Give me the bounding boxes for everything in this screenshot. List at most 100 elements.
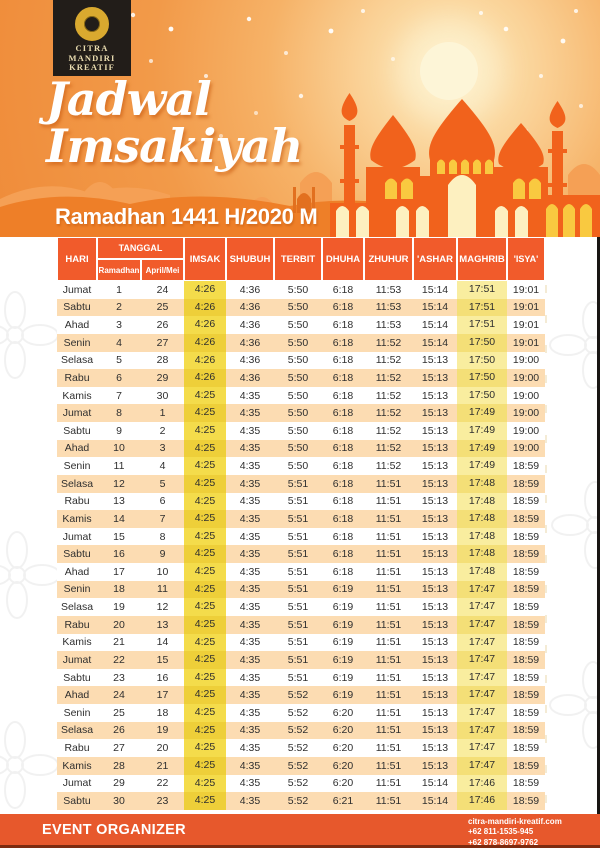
table-row: Selasa 5 28 4:26 4:36 5:50 6:18 11:52 15:13 17:50… [57,351,545,370]
ramadhan-date-cell: 16 [113,548,125,561]
april-mei-date-cell: 12 [156,601,169,614]
april-mei-date-cell: 21 [156,759,169,772]
dhuha-cell: 6:18 [332,512,354,525]
imsak-cell: 4:25 [184,633,226,652]
shubuh-cell: 4:36 [239,336,261,349]
shubuh-cell: 4:35 [239,460,261,473]
april-mei-date-cell: 15 [156,653,169,666]
shubuh-cell: 4:36 [239,319,261,332]
ashar-cell: 15:13 [421,407,449,420]
shubuh-cell: 4:36 [239,301,261,314]
zhuhur-cell: 11:51 [375,477,402,490]
terbit-cell: 5:51 [287,671,309,684]
dhuha-cell: 6:19 [332,583,354,596]
april-mei-date-cell: 22 [156,777,169,790]
april-mei-date-cell: 18 [156,706,169,719]
april-mei-date-cell: 9 [159,548,166,561]
shubuh-cell: 4:35 [239,618,261,631]
day-cell: Kamis [62,512,92,525]
isya-cell: 18:59 [512,724,540,737]
day-cell: Sabtu [63,424,91,437]
table-row: Jumat 15 8 4:25 4:35 5:51 6:18 11:51 15:13 17:48 1… [57,527,545,546]
april-mei-date-cell: 29 [156,371,169,384]
period-banner: Ramadhan 1441 H/2020 M [55,204,318,229]
maghrib-cell: 17:48 [457,510,507,528]
logo-line-2: MANDIRI [68,52,116,63]
terbit-cell: 5:50 [287,424,309,437]
isya-cell: 18:59 [512,618,540,631]
isya-cell: 19:00 [512,389,540,402]
zhuhur-cell: 11:51 [375,794,402,807]
shubuh-cell: 4:35 [239,601,261,614]
isya-cell: 18:59 [512,794,540,807]
dhuha-cell: 6:20 [332,777,354,790]
zhuhur-cell: 11:51 [375,636,402,649]
ramadhan-date-cell: 18 [113,583,125,596]
maghrib-cell: 17:49 [457,457,507,475]
shubuh-cell: 4:35 [239,530,261,543]
table-row: Senin 18 11 4:25 4:35 5:51 6:19 11:51 15:13 17:47… [57,580,545,599]
zhuhur-cell: 11:51 [375,653,402,666]
dhuha-cell: 6:20 [332,706,354,719]
header-zhuhur: ZHUHUR [364,237,413,281]
dhuha-cell: 6:21 [332,794,354,807]
imsak-cell: 4:25 [184,704,226,722]
terbit-cell: 5:51 [287,583,309,596]
ramadhan-date-cell: 23 [113,671,125,684]
table-header: HARI TANGGAL Ramadhan April/Mei IMSAK SH… [57,237,545,281]
zhuhur-cell: 11:51 [375,759,402,772]
terbit-cell: 5:52 [287,742,309,755]
day-cell: Senin [63,460,91,473]
day-cell: Selasa [60,724,94,737]
ramadhan-date-cell: 1 [116,283,122,296]
ashar-cell: 15:13 [421,706,449,719]
ramadhan-date-cell: 29 [113,777,125,790]
imsak-cell: 4:25 [184,492,226,511]
imsak-cell: 4:25 [184,668,226,687]
zhuhur-cell: 11:51 [375,706,402,719]
isya-cell: 18:59 [512,689,540,702]
dhuha-cell: 6:18 [332,283,354,296]
shubuh-cell: 4:36 [239,371,261,384]
shubuh-cell: 4:35 [239,389,261,402]
imsak-cell: 4:25 [184,792,226,810]
shubuh-cell: 4:36 [239,354,261,367]
dhuha-cell: 6:19 [332,689,354,702]
maghrib-cell: 17:49 [457,422,507,440]
day-cell: Rabu [64,618,90,631]
imsak-cell: 4:25 [184,563,226,581]
isya-cell: 18:59 [512,777,540,790]
imsak-cell: 4:25 [184,651,226,669]
imsak-cell: 4:26 [184,369,226,387]
dhuha-cell: 6:18 [332,407,354,420]
ramadhan-date-cell: 5 [116,354,122,367]
imsak-cell: 4:25 [184,580,226,599]
day-cell: Ahad [64,689,90,702]
april-mei-date-cell: 26 [156,319,169,332]
day-cell: Senin [63,706,91,719]
mosque-silhouette-icon [0,93,600,237]
zhuhur-cell: 11:51 [375,724,402,737]
table-body: Jumat 1 24 4:26 4:36 5:50 6:18 11:53 15:14 17:51 1… [57,281,545,810]
maghrib-cell: 17:47 [457,668,507,687]
april-mei-date-cell: 25 [156,301,169,314]
ashar-cell: 15:13 [421,512,449,525]
shubuh-cell: 4:35 [239,495,261,508]
event-organizer-label: EVENT ORGANIZER [42,822,186,838]
isya-cell: 18:59 [512,671,540,684]
ashar-cell: 15:14 [421,777,449,790]
imsak-cell: 4:26 [184,333,226,352]
header-imsak: IMSAK [184,237,226,281]
website-link[interactable]: citra-mandiri-kreatif.com [468,817,562,826]
imsak-cell: 4:25 [184,739,226,757]
shubuh-cell: 4:35 [239,583,261,596]
ramadhan-date-cell: 11 [113,460,125,473]
shubuh-cell: 4:35 [239,565,261,578]
ashar-cell: 15:14 [421,794,449,807]
title-line-2: Imsakiyah [46,119,303,173]
isya-cell: 18:59 [512,583,540,596]
april-mei-date-cell: 20 [156,742,169,755]
ashar-cell: 15:13 [421,530,449,543]
stars-decoration [0,0,2,2]
imsak-cell: 4:25 [184,615,226,634]
